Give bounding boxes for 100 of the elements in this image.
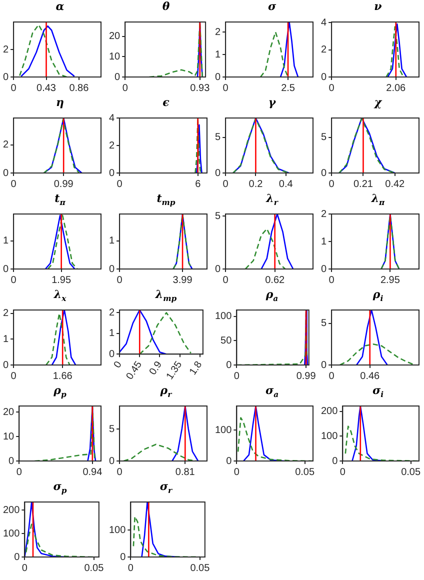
x-tick-label: 1.8 [188,359,205,378]
y-tick-label: 200 [2,504,20,516]
line-series [122,444,198,461]
chart-title: σ$_{i}$ [371,384,385,400]
y-tick-label: 2 [215,26,221,38]
y-tick-label: 200 [320,406,338,418]
y-tick-label: 0 [321,72,327,83]
chart-title: σ$_{r}$ [158,480,174,496]
chart-title: λ$_{π}$ [370,192,386,208]
y-tick-label: 0 [120,552,126,563]
x-tick-label: 0.81 [175,466,196,478]
y-tick-label: 0 [8,456,15,467]
y-tick-label: 10 [109,51,121,62]
y-tick-label: 50 [220,335,232,346]
x-tick-label: 0.21 [353,178,374,190]
x-tick-label: 1.66 [52,370,73,382]
y-tick-label: 5 [321,132,327,144]
y-tick-label: 5 [215,132,221,144]
line-series [244,228,286,269]
x-tick-label: 0 [128,562,134,574]
y-tick-label: 2 [321,44,327,56]
chart-title: ρ$_{a}$ [264,288,280,304]
chart-title: η [55,96,65,110]
y-tick-label: 0 [109,348,115,360]
chart-title: γ [267,96,277,110]
x-tick-label: 2.95 [380,274,400,286]
x-tick-label: 0.94 [82,466,103,478]
chart-title: λ$_{x}$ [52,288,68,304]
chart-title: α [54,0,66,14]
line-series [45,312,70,365]
chart-title: λ$_{r}$ [264,192,280,208]
x-tick-label: 0.05 [190,562,210,574]
y-tick-label: 0 [14,552,20,563]
y-tick-label: 0 [215,72,221,83]
x-tick-label: 3.99 [172,274,193,286]
y-tick-label: 1 [321,236,327,248]
x-tick-label: 0.05 [401,466,421,478]
chart-title: ν [373,0,383,14]
line-series [260,31,289,77]
line-series [148,22,203,77]
y-tick-label: 20 [3,406,15,418]
line-series [339,344,416,365]
x-tick-label: 1.95 [52,274,72,286]
y-tick-label: 0 [215,168,221,179]
x-tick-label: 0 [234,370,240,382]
y-tick-label: 1 [215,49,221,60]
y-tick-label: 100 [320,430,338,442]
y-tick-label: 2 [109,140,115,152]
x-tick-label: 0 [234,466,240,478]
x-tick-label: 0.62 [265,274,286,286]
line-series [34,406,96,461]
x-tick-label: 0.86 [69,82,90,94]
x-tick-label: 0.42 [385,178,406,190]
x-tick-label: 2.5 [281,82,296,94]
line-series [172,214,193,269]
x-tick-label: 0 [22,562,28,574]
y-tick-label: 10 [3,431,15,442]
y-tick-label: 0 [109,456,115,467]
x-tick-label: 0.43 [36,82,56,94]
y-tick-label: 4 [321,17,327,28]
y-tick-label: 1 [3,236,9,247]
chart-title: σ$_{a}$ [264,384,280,400]
chart-title: θ [161,0,171,14]
line-series [386,26,404,77]
y-tick-label: 0 [226,456,232,467]
y-tick-label: 4 [109,112,115,124]
y-tick-label: 100 [2,528,20,540]
chart-title: ρ$_{p}$ [52,384,68,400]
y-tick-label: 5 [321,318,327,330]
x-tick-label: 0.99 [296,370,316,382]
chart-title: t$_{π}$ [54,192,66,208]
x-tick-label: 6 [195,178,202,190]
x-tick-label: 0.9 [148,359,165,378]
y-tick-label: 2 [3,140,9,151]
y-tick-label: 0 [321,168,327,179]
y-tick-label: 0 [3,72,9,83]
y-tick-label: 100 [214,311,232,322]
y-tick-label: 2 [109,307,115,318]
y-tick-label: 100 [214,424,232,436]
x-tick-label: 0.2 [248,178,264,190]
line-series [236,310,308,365]
y-tick-label: 0 [114,72,121,83]
y-tick-label: 0 [3,264,9,275]
line-series [338,118,396,173]
chart-title: σ$_{p}$ [52,480,68,496]
y-tick-label: 0 [321,264,327,275]
y-tick-label: 1 [109,328,115,340]
x-tick-label: 2.06 [386,82,406,94]
x-tick-label: 0.99 [54,178,74,190]
line-series [18,24,68,77]
y-tick-label: 5 [215,210,221,222]
y-tick-label: 100 [108,524,126,536]
y-tick-label: 0 [215,264,221,275]
x-tick-label: 0.93 [190,82,210,94]
y-tick-label: 2 [3,308,9,320]
x-tick-label: 0.4 [278,178,294,190]
chart-title: χ [372,96,383,110]
y-tick-label: 2 [3,44,9,56]
x-tick-label: 0.46 [360,370,380,382]
line-series [138,312,192,354]
